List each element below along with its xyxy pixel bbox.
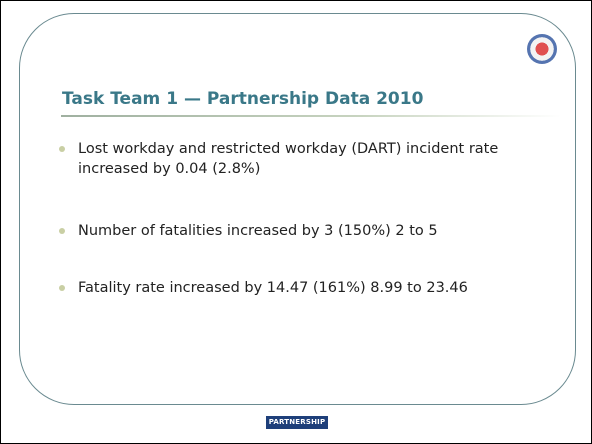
title-rule [61, 115, 561, 117]
bullet: Fatality rate increased by 14.47 (161%) … [59, 278, 548, 298]
bullet: Number of fatalities increased by 3 (150… [59, 221, 548, 241]
logo-badge [527, 34, 557, 64]
content-panel [19, 13, 576, 405]
bullet: Lost workday and restricted workday (DAR… [59, 139, 548, 179]
footer-logo: PARTNERSHIP [266, 416, 328, 429]
slide-title: Task Team 1 — Partnership Data 2010 [62, 89, 424, 109]
